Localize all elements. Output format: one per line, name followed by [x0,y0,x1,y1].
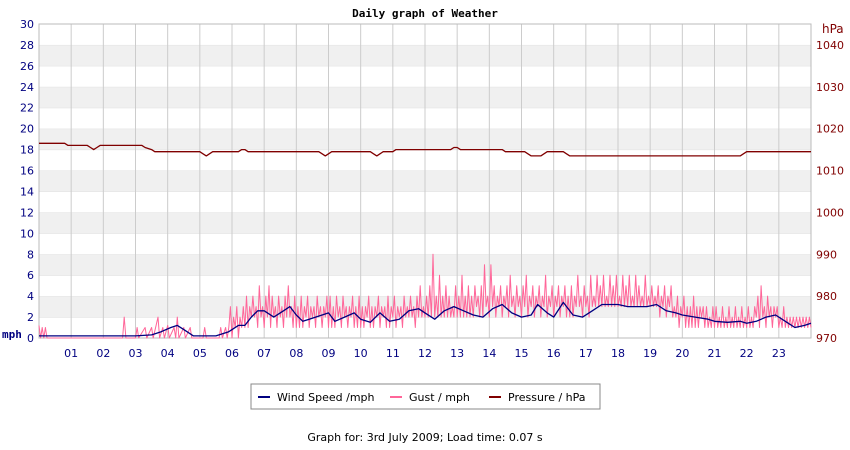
x-tick-label: 08 [289,347,303,360]
y-left-tick-label: 28 [20,39,34,52]
legend-box [250,383,601,410]
x-tick-label: 01 [64,347,78,360]
x-tick-label: 21 [708,347,722,360]
x-tick-label: 06 [225,347,239,360]
y-right-tick-label: 1020 [816,123,844,136]
x-tick-label: 12 [418,347,432,360]
x-tick-label: 04 [161,347,175,360]
y-left-tick-label: 22 [20,102,34,115]
series-line-wind-speed [39,301,812,337]
x-tick-label: 07 [257,347,271,360]
y-left-tick-label: 30 [20,18,34,31]
right-axis-unit: hPa [822,22,844,36]
legend-label: Wind Speed /mph [277,391,375,404]
y-left-tick-label: 2 [27,311,34,324]
x-tick-label: 16 [547,347,561,360]
legend-label: Pressure / hPa [508,391,586,404]
y-right-tick-label: 1030 [816,81,844,94]
x-tick-label: 19 [643,347,657,360]
y-left-tick-label: 8 [27,248,34,261]
y-left-tick-label: 12 [20,206,34,219]
vertical-gridlines [70,24,780,338]
x-tick-label: 13 [450,347,464,360]
x-tick-label: 23 [772,347,786,360]
x-tick-label: 22 [740,347,754,360]
x-tick-label: 14 [482,347,496,360]
x-tick-label: 17 [579,347,593,360]
y-right-tick-label: 1010 [816,165,844,178]
series-line-gust [38,253,812,339]
y-left-tick-label: 6 [27,269,34,282]
y-left-tick-label: 24 [20,81,34,94]
y-right-tick-label: 980 [816,290,837,303]
y-right-tick-label: 1000 [816,206,844,219]
x-tick-label: 10 [354,347,368,360]
footer-status: Graph for: 3rd July 2009; Load time: 0.0… [307,431,543,444]
series-lines [38,142,812,339]
x-tick-label: 02 [96,347,110,360]
y-left-tick-label: 18 [20,144,34,157]
x-tick-label: 05 [193,347,207,360]
y-left-tick-label: 4 [27,290,34,303]
chart-title: Daily graph of Weather [352,7,498,20]
legend: Wind Speed /mph Gust / mph Pressure / hPa [250,383,601,410]
y-right-tick-label: 970 [816,332,837,345]
y-right-tick-label: 990 [816,248,837,261]
y-left-tick-label: 20 [20,123,34,136]
plot-frame [38,23,812,339]
x-tick-label: 11 [386,347,400,360]
y-left-tick-label: 10 [20,227,34,240]
y-left-tick-label: 14 [20,185,34,198]
x-tick-label: 09 [322,347,336,360]
x-tick-label: 20 [675,347,689,360]
series-line-pressure [39,142,811,157]
x-tick-label: 03 [129,347,143,360]
y-left-tick-label: 16 [20,165,34,178]
y-right-tick-label: 1040 [816,39,844,52]
x-tick-label: 18 [611,347,625,360]
y-left-tick-label: 26 [20,60,34,73]
x-tick-label: 15 [515,347,529,360]
legend-label: Gust / mph [409,391,470,404]
right-axis-ticks: 970 980 990 1000 1010 1020 1030 1040 [816,39,844,345]
y-left-tick-label: 0 [27,332,34,345]
x-axis-ticks: 01 02 03 04 05 06 07 08 09 10 11 12 13 14 15 16 17 18 19 20… [64,347,786,360]
left-axis-unit: mph [2,328,22,341]
